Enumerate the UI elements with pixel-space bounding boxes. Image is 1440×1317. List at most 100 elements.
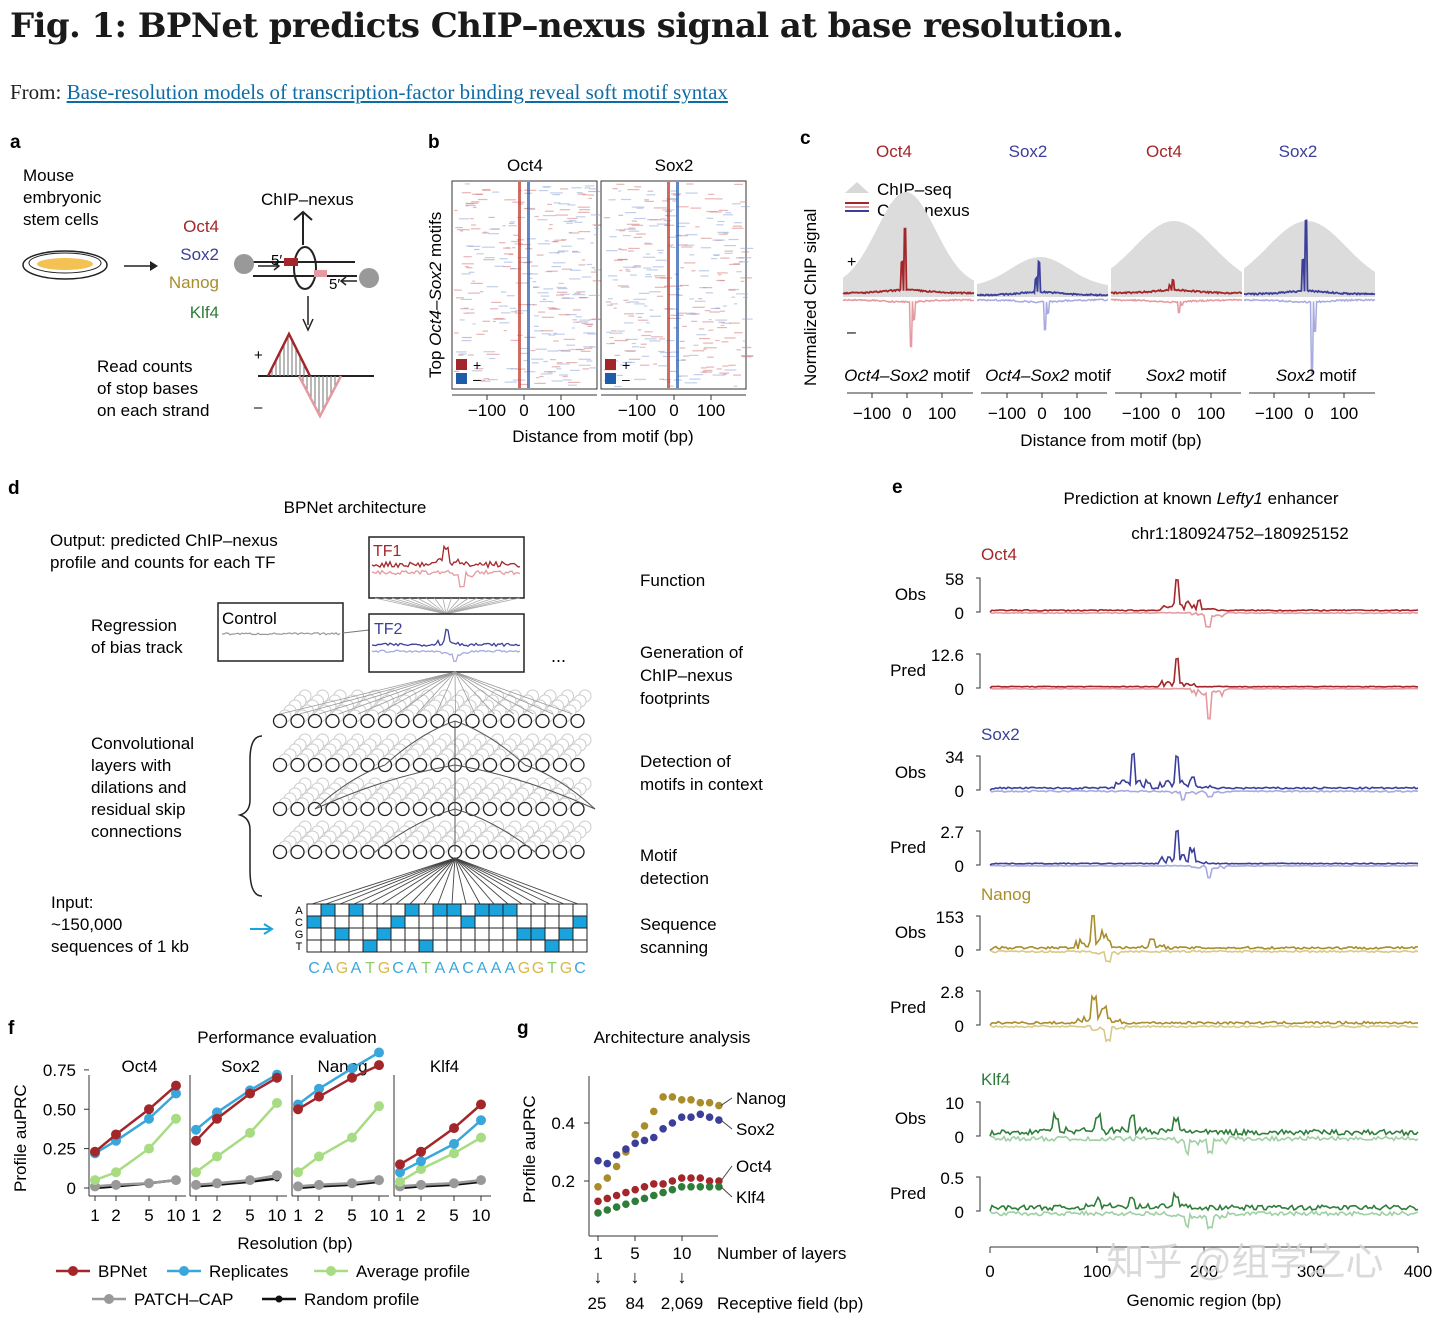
- tf-label-klf4: Klf4: [190, 303, 219, 322]
- heatmap-cell: [590, 214, 601, 216]
- dilated-connection: [454, 808, 536, 853]
- heatmap-cell: [709, 311, 720, 313]
- heatmap-cell: [513, 234, 519, 236]
- heatmap-cell: [582, 194, 589, 196]
- heatmap-cell: [689, 378, 701, 380]
- dilated-connection: [524, 764, 596, 810]
- heatmap-cell: [719, 310, 726, 312]
- dilated-connection: [384, 720, 456, 766]
- heatmap-cell: [612, 279, 619, 281]
- neuron: [412, 844, 428, 860]
- heatmap-cell: [593, 234, 599, 236]
- data-point-nanog: [650, 1107, 658, 1116]
- one-hot-off: [558, 939, 574, 953]
- scan-connection: [395, 857, 456, 905]
- x-tick-label: 2: [314, 1206, 323, 1225]
- one-hot-off: [474, 939, 490, 953]
- heatmap-cell: [721, 341, 729, 343]
- data-point-klf4: [603, 1206, 612, 1214]
- neuron: [395, 844, 410, 860]
- heatmap-cell: [503, 266, 511, 268]
- heatmap-cell: [659, 338, 666, 340]
- data-point-oct4: [650, 1180, 658, 1188]
- neuron: [290, 801, 305, 817]
- neuron: [535, 844, 550, 860]
- observed-track-positive: [989, 578, 1419, 613]
- heatmap-cell: [504, 381, 517, 383]
- chipnexus-positive-profile: [976, 259, 1109, 297]
- x-tick-label: 5: [245, 1206, 254, 1225]
- neuron: [517, 844, 533, 860]
- series-callout: [720, 1165, 733, 1182]
- heatmap-cell: [586, 263, 592, 266]
- heatmap-cell: [492, 320, 496, 323]
- neuron: [430, 713, 445, 729]
- one-hot-off: [446, 927, 462, 941]
- data-point-nanog: [687, 1096, 695, 1104]
- heatmap-cell: [482, 246, 495, 248]
- heatmap-cell: [589, 367, 598, 369]
- one-hot-off: [320, 915, 336, 929]
- heatmap-cell: [720, 257, 730, 259]
- source-prefix: From:: [10, 80, 62, 104]
- heatmap-cell: [665, 215, 677, 217]
- heatmap-cell: [692, 350, 705, 352]
- one-hot-off: [418, 927, 434, 941]
- heatmap-cell: [633, 217, 646, 220]
- series-line-random-profile: [195, 1177, 278, 1188]
- heatmap-cell: [482, 189, 491, 191]
- source-article-link[interactable]: Base-resolution models of transcription-…: [66, 80, 728, 104]
- heatmap-cell: [700, 247, 711, 249]
- x-tick-label: 2: [212, 1206, 221, 1225]
- heatmap-cell: [700, 275, 709, 277]
- one-hot-off: [530, 915, 546, 929]
- series-callout: [720, 1186, 733, 1198]
- heatmap-cell: [475, 193, 483, 195]
- data-point: [212, 1178, 222, 1189]
- neuron: [570, 757, 585, 773]
- sequence-letter: A: [323, 960, 334, 977]
- heatmap-cell: [633, 298, 647, 300]
- tf1-output-box: [368, 536, 525, 599]
- heatmap-cell: [483, 378, 490, 380]
- one-hot-on: [558, 927, 574, 941]
- heatmap-cell: [724, 252, 733, 254]
- heatmap-cell: [627, 250, 634, 252]
- heatmap-cell: [693, 344, 699, 346]
- conv-label-3: dilations and: [91, 778, 186, 797]
- x-tick-label: 10: [167, 1206, 186, 1225]
- series-line-replicates: [94, 1092, 177, 1155]
- heatmap-cell: [676, 312, 688, 314]
- neuron: [342, 757, 358, 773]
- heatmap-cell: [551, 380, 563, 382]
- heatmap-cell: [486, 286, 499, 288]
- observed-track-label: Obs: [895, 1109, 926, 1128]
- observed-track-positive: [989, 1110, 1419, 1137]
- heatmap-cell: [549, 308, 561, 310]
- one-hot-off: [404, 915, 420, 929]
- legend-marker: [104, 1294, 114, 1304]
- connection-line: [434, 597, 447, 615]
- heatmap-cell: [618, 258, 628, 260]
- data-point-oct4: [705, 1177, 714, 1185]
- heatmap-cell: [503, 247, 511, 249]
- series-line-average-profile: [297, 1105, 380, 1174]
- data-point: [171, 1175, 181, 1186]
- heatmap-cell: [616, 183, 625, 185]
- sequence-letter: G: [532, 960, 544, 977]
- conv-label-2: layers with: [91, 756, 171, 775]
- x-tick-label: 0: [519, 401, 528, 420]
- heatmap-cell: [623, 299, 629, 301]
- data-point-nanog: [668, 1093, 677, 1101]
- series-line-bpnet: [94, 1084, 177, 1153]
- connection-line: [425, 597, 447, 615]
- tf1-connections: [374, 597, 520, 615]
- neuron: [325, 757, 340, 773]
- data-point: [272, 1097, 282, 1108]
- heatmap-cell: [579, 209, 591, 211]
- data-point-klf4: [705, 1183, 714, 1191]
- heatmap-cell: [491, 301, 502, 303]
- heatmap-cell: [566, 344, 576, 346]
- heatmap-cell: [644, 331, 653, 333]
- series-label: Oct4: [736, 1157, 772, 1176]
